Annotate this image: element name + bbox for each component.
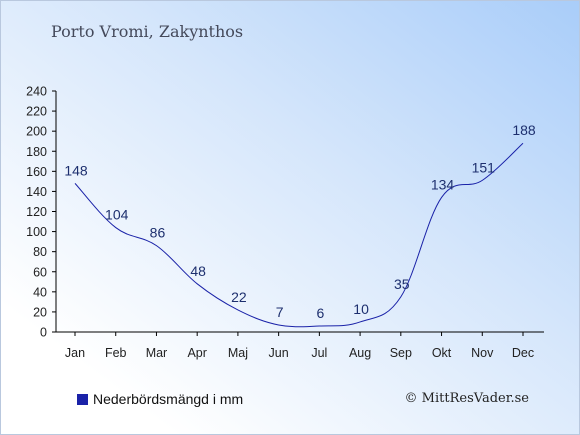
data-label: 148 [64, 162, 88, 178]
x-tick-label: Aug [349, 346, 371, 360]
x-tick-label: Feb [105, 346, 127, 360]
y-tick-label: 140 [26, 185, 47, 199]
y-tick-label: 180 [26, 145, 47, 159]
y-tick-label: 80 [33, 245, 47, 259]
x-tick-label: Mar [146, 346, 168, 360]
data-label: 151 [472, 159, 496, 175]
data-label: 86 [150, 225, 166, 241]
legend-swatch [77, 393, 88, 405]
copyright-text: © MittResVader.se [404, 391, 529, 406]
data-label: 35 [394, 276, 410, 292]
x-tick-label: Okt [432, 346, 452, 360]
y-tick-label: 240 [26, 85, 47, 99]
x-axis-ticks: Jan Feb Mar Apr Maj Jun Jul Aug Sep Okt Nov Dec [65, 332, 534, 360]
x-tick-label: Dec [512, 346, 534, 360]
legend: Nederbördsmängd i mm [77, 391, 243, 407]
y-tick-label: 220 [26, 105, 47, 119]
x-tick-label: Jun [269, 346, 289, 360]
data-label: 188 [512, 122, 536, 138]
x-tick-label: Maj [228, 346, 248, 360]
x-tick-label: Nov [471, 346, 494, 360]
y-tick-label: 0 [40, 326, 47, 340]
legend-label: Nederbördsmängd i mm [93, 391, 244, 407]
y-tick-label: 100 [26, 225, 47, 239]
y-tick-label: 40 [33, 285, 47, 299]
y-axis-ticks: 0 20 40 60 80 100 120 140 160 180 200 220 240 [26, 85, 56, 340]
y-tick-label: 160 [26, 165, 47, 179]
axes [55, 91, 544, 333]
y-tick-label: 20 [33, 305, 47, 319]
chart-title: Porto Vromi, Zakynthos [51, 22, 244, 41]
data-label: 7 [276, 304, 284, 320]
x-tick-label: Jan [65, 346, 85, 360]
x-tick-label: Jul [311, 346, 327, 360]
data-labels: 148 104 86 48 22 7 6 10 35 134 151 188 [64, 122, 536, 321]
y-tick-label: 120 [26, 205, 47, 219]
data-label: 22 [231, 289, 247, 305]
y-tick-label: 60 [33, 265, 47, 279]
data-label: 10 [353, 301, 369, 317]
precipitation-line [74, 142, 524, 328]
data-label: 134 [431, 176, 455, 192]
data-label: 104 [105, 207, 129, 223]
y-tick-label: 200 [26, 125, 47, 139]
x-tick-label: Sep [390, 346, 412, 360]
data-label: 48 [190, 263, 206, 279]
x-tick-label: Apr [187, 346, 206, 360]
data-label: 6 [316, 305, 324, 321]
